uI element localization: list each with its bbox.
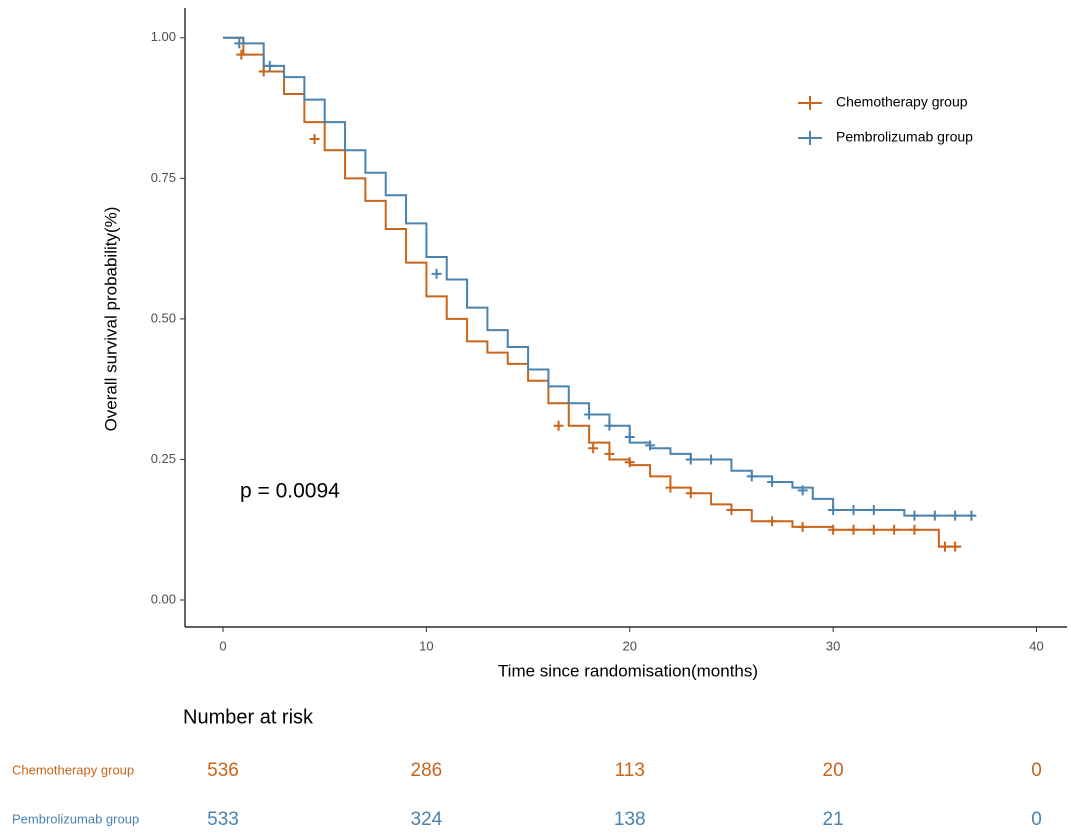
censor-mark xyxy=(848,505,859,516)
censor-mark xyxy=(950,541,961,552)
risk-value: 20 xyxy=(823,760,844,781)
x-axis-title: Time since randomisation(months) xyxy=(498,661,758,680)
risk-value: 0 xyxy=(1031,809,1042,830)
censor-mark xyxy=(939,541,950,552)
censor-mark xyxy=(966,510,977,521)
censor-mark xyxy=(889,524,900,535)
censor-mark xyxy=(767,476,778,487)
risk-value: 324 xyxy=(411,809,443,830)
censor-mark xyxy=(767,516,778,527)
censor-mark xyxy=(624,457,635,468)
y-tick-label: 0.00 xyxy=(151,591,176,606)
censor-mark xyxy=(909,524,920,535)
risk-value: 113 xyxy=(615,760,645,781)
y-axis-title: Overall survival probability(%) xyxy=(101,207,120,432)
risk-value: 533 xyxy=(207,809,239,830)
censor-mark xyxy=(588,443,599,454)
y-tick-label: 1.00 xyxy=(151,29,176,44)
y-tick-label: 0.25 xyxy=(151,451,176,466)
risk-value: 0 xyxy=(1031,760,1042,781)
x-tick-label: 40 xyxy=(1029,638,1043,653)
censor-mark xyxy=(604,448,615,459)
censor-mark xyxy=(797,485,808,496)
censor-mark xyxy=(234,38,245,49)
censor-mark xyxy=(236,49,247,60)
legend-key xyxy=(798,96,822,110)
censor-mark xyxy=(645,440,656,451)
survival-curve xyxy=(223,36,962,548)
censor-mark xyxy=(746,471,757,482)
x-tick-label: 20 xyxy=(623,638,637,653)
x-tick-label: 10 xyxy=(419,638,433,653)
censor-mark xyxy=(950,510,961,521)
censor-mark xyxy=(726,505,737,516)
censor-mark xyxy=(929,510,940,521)
censor-mark xyxy=(828,505,839,516)
risk-row-label: Pembrolizumab group xyxy=(12,811,139,826)
legend-label: Chemotherapy group xyxy=(836,94,968,110)
risk-value: 286 xyxy=(411,760,443,781)
risk-value: 21 xyxy=(823,809,844,830)
censor-mark xyxy=(553,420,564,431)
censor-mark xyxy=(685,454,696,465)
risk-title: Number at risk xyxy=(183,706,314,728)
risk-value: 138 xyxy=(614,809,646,830)
risk-value: 536 xyxy=(207,760,239,781)
legend-label: Pembrolizumab group xyxy=(836,129,973,145)
censor-mark xyxy=(848,524,859,535)
censor-mark xyxy=(868,505,879,516)
censor-mark xyxy=(309,133,320,144)
y-tick-label: 0.75 xyxy=(151,170,176,185)
censor-mark xyxy=(584,409,595,420)
censor-mark xyxy=(706,454,717,465)
censor-mark xyxy=(624,431,635,442)
censor-mark xyxy=(797,521,808,532)
censor-mark xyxy=(868,524,879,535)
y-tick-label: 0.50 xyxy=(151,310,176,325)
censor-mark xyxy=(264,60,275,71)
censor-mark xyxy=(828,524,839,535)
censor-mark xyxy=(665,482,676,493)
censor-mark xyxy=(604,420,615,431)
risk-row-label: Chemotherapy group xyxy=(12,762,134,777)
censor-mark xyxy=(909,510,920,521)
censor-mark xyxy=(431,268,442,279)
censor-mark xyxy=(685,488,696,499)
p-value: p = 0.0094 xyxy=(240,480,340,503)
censor-mark xyxy=(258,66,269,77)
x-tick-label: 0 xyxy=(219,638,226,653)
x-tick-label: 30 xyxy=(826,638,840,653)
legend-key xyxy=(798,131,822,145)
